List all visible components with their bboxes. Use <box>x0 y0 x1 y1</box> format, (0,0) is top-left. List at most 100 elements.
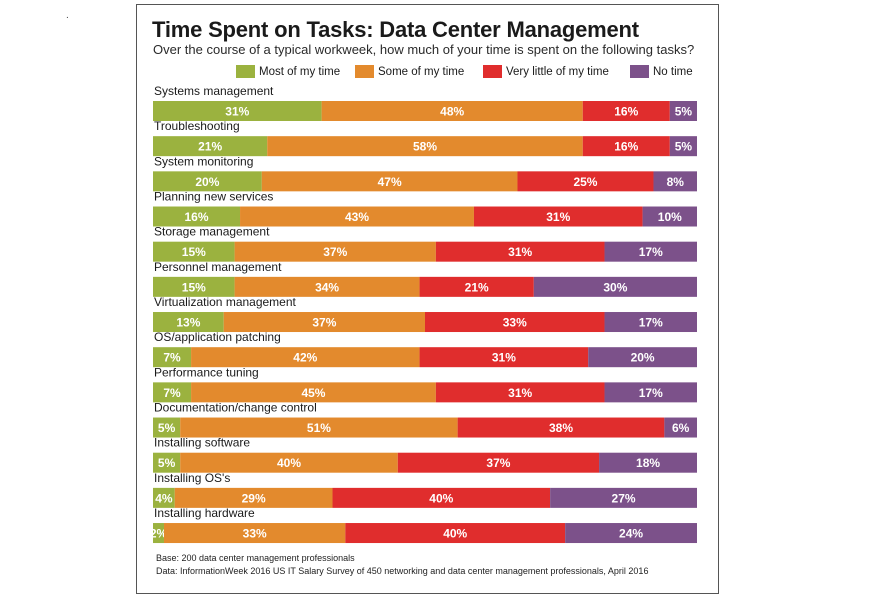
data-label-system-monitoring-none: 8% <box>667 175 685 189</box>
bar-personnel-management-none <box>533 276 697 297</box>
bar-planning-new-services-some <box>240 206 474 227</box>
data-label-virtualization-management-little: 33% <box>503 316 527 330</box>
bar-virtualization-management-most <box>153 312 224 333</box>
legend-item-little: Very little of my time <box>483 65 609 78</box>
data-label-virtualization-management-most: 13% <box>176 316 200 330</box>
data-label-performance-tuning-little: 31% <box>508 386 532 400</box>
bar-documentation-change-control-little <box>457 417 665 438</box>
data-label-system-monitoring-some: 47% <box>378 175 402 189</box>
bar-installing-software-some <box>180 452 398 473</box>
data-label-system-monitoring-most: 20% <box>195 175 219 189</box>
bar-systems-management-none <box>669 101 697 121</box>
bar-virtualization-management-none <box>604 312 697 333</box>
legend-item-some: Some of my time <box>355 65 464 78</box>
bar-system-monitoring-none <box>653 171 697 192</box>
data-label-installing-os-s-most: 4% <box>155 491 173 505</box>
legend-label-most: Most of my time <box>259 65 341 78</box>
bar-system-monitoring-most <box>153 171 262 192</box>
bar-installing-software-most <box>153 452 181 473</box>
bar-storage-management-most <box>153 241 235 262</box>
legend-item-most: Most of my time <box>236 65 340 78</box>
bar-storage-management-none <box>604 241 697 262</box>
bar-virtualization-management-little <box>425 312 605 333</box>
bar-performance-tuning-none <box>604 382 697 403</box>
bar-personnel-management-some <box>234 276 420 297</box>
bar-troubleshooting-little <box>582 136 670 157</box>
data-label-storage-management-little: 31% <box>508 245 532 259</box>
bar-documentation-change-control-some <box>180 417 458 438</box>
bar-installing-os-s-some <box>174 487 333 508</box>
data-label-installing-software-none: 18% <box>636 456 660 470</box>
row-label-installing-os-s: Installing OS's <box>154 471 230 485</box>
bar-installing-software-none <box>599 452 697 473</box>
data-label-systems-management-most: 31% <box>225 105 249 119</box>
row-label-documentation-change-control: Documentation/change control <box>154 401 317 415</box>
data-label-documentation-change-control-most: 5% <box>158 421 176 435</box>
data-label-installing-software-little: 37% <box>486 456 510 470</box>
bar-systems-management-most <box>153 101 322 121</box>
bar-system-monitoring-little <box>517 171 654 192</box>
data-label-performance-tuning-some: 45% <box>301 386 325 400</box>
data-label-personnel-management-little: 21% <box>465 280 489 294</box>
bar-planning-new-services-most <box>153 206 241 227</box>
data-label-installing-os-s-some: 29% <box>242 491 266 505</box>
data-label-system-monitoring-little: 25% <box>573 175 597 189</box>
legend-label-some: Some of my time <box>378 65 465 78</box>
data-label-personnel-management-most: 15% <box>182 280 206 294</box>
bar-installing-os-s-little <box>332 487 551 508</box>
bar-performance-tuning-most <box>153 382 192 403</box>
legend-swatch-some <box>355 65 374 78</box>
bar-os-application-patching-little <box>419 347 589 368</box>
bar-installing-hardware-little <box>345 523 566 544</box>
row-label-installing-software: Installing software <box>154 436 250 450</box>
data-label-storage-management-some: 37% <box>323 245 347 259</box>
data-label-installing-hardware-little: 40% <box>443 527 467 541</box>
bar-systems-management-little <box>582 101 670 121</box>
bar-system-monitoring-some <box>261 171 518 192</box>
data-label-installing-hardware-none: 24% <box>619 527 643 541</box>
bar-performance-tuning-little <box>435 382 605 403</box>
data-label-installing-software-most: 5% <box>158 456 176 470</box>
data-label-os-application-patching-most: 7% <box>163 351 181 365</box>
data-label-troubleshooting-some: 58% <box>413 140 437 154</box>
bar-installing-os-s-most <box>153 487 175 508</box>
row-label-virtualization-management: Virtualization management <box>154 295 297 309</box>
chart-subtitle: Over the course of a typical workweek, h… <box>153 42 695 57</box>
data-label-troubleshooting-none: 5% <box>675 140 693 154</box>
bar-planning-new-services-none <box>642 206 697 227</box>
data-label-os-application-patching-some: 42% <box>293 351 317 365</box>
legend-label-none: No time <box>653 65 693 78</box>
data-label-personnel-management-some: 34% <box>315 280 339 294</box>
bar-documentation-change-control-most <box>153 417 181 438</box>
data-label-installing-os-s-little: 40% <box>429 491 453 505</box>
bar-performance-tuning-some <box>191 382 436 403</box>
row-label-os-application-patching: OS/application patching <box>154 330 281 344</box>
data-label-installing-os-s-none: 27% <box>612 491 636 505</box>
data-label-planning-new-services-some: 43% <box>345 210 369 224</box>
data-label-troubleshooting-little: 16% <box>614 140 638 154</box>
data-label-documentation-change-control-none: 6% <box>672 421 690 435</box>
data-label-planning-new-services-none: 10% <box>658 210 682 224</box>
data-label-os-application-patching-none: 20% <box>631 351 655 365</box>
data-label-planning-new-services-little: 31% <box>546 210 570 224</box>
data-label-os-application-patching-little: 31% <box>492 351 516 365</box>
row-label-installing-hardware: Installing hardware <box>154 506 255 520</box>
bar-installing-hardware-some <box>163 523 346 544</box>
stray-mark: . <box>66 10 69 21</box>
legend-label-little: Very little of my time <box>506 65 609 78</box>
data-label-installing-hardware-most: 2% <box>150 527 168 541</box>
bar-systems-management-some <box>321 101 583 121</box>
data-label-systems-management-little: 16% <box>614 105 638 119</box>
chart-title: Time Spent on Tasks: Data Center Managem… <box>152 17 639 42</box>
bar-installing-hardware-none <box>565 523 697 544</box>
bar-os-application-patching-none <box>588 347 697 368</box>
row-label-systems-management: Systems management <box>154 84 274 98</box>
bar-documentation-change-control-none <box>664 417 697 438</box>
data-label-installing-hardware-some: 33% <box>243 527 267 541</box>
bar-storage-management-little <box>435 241 605 262</box>
row-label-system-monitoring: System monitoring <box>154 154 253 168</box>
bar-troubleshooting-most <box>153 136 268 157</box>
bar-personnel-management-little <box>419 276 534 297</box>
data-label-storage-management-none: 17% <box>639 245 663 259</box>
